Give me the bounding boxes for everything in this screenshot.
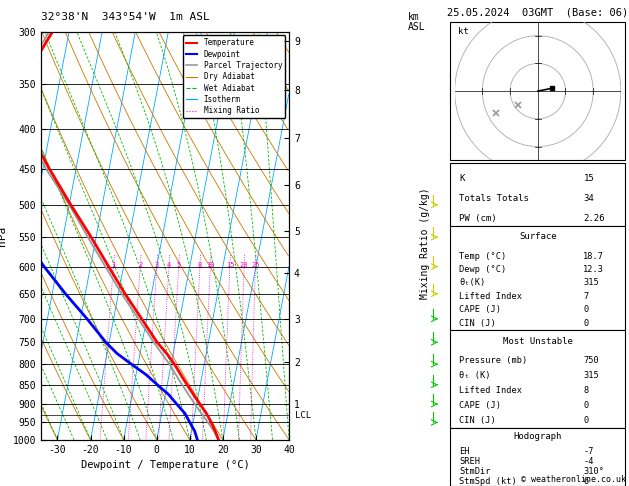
Text: kt: kt	[457, 27, 468, 36]
Text: 8: 8	[584, 386, 589, 395]
Text: 310°: 310°	[584, 467, 604, 476]
Text: 750: 750	[584, 356, 599, 365]
Text: 0: 0	[584, 401, 589, 410]
Text: SREH: SREH	[459, 456, 481, 466]
Text: 10: 10	[206, 262, 214, 268]
Text: PW (cm): PW (cm)	[459, 214, 497, 223]
Text: StmDir: StmDir	[459, 467, 491, 476]
Text: CIN (J): CIN (J)	[459, 416, 496, 425]
Text: Hodograph: Hodograph	[514, 432, 562, 441]
Text: K: K	[459, 174, 465, 183]
Text: Surface: Surface	[519, 232, 557, 241]
Bar	[450, 22, 625, 160]
Text: © weatheronline.co.uk: © weatheronline.co.uk	[521, 474, 626, 484]
Text: -4: -4	[584, 456, 594, 466]
Text: 20: 20	[240, 262, 248, 268]
Text: 25: 25	[252, 262, 260, 268]
Text: 1: 1	[111, 262, 116, 268]
Text: 34: 34	[584, 194, 594, 203]
Text: CIN (J): CIN (J)	[459, 319, 496, 328]
Y-axis label: hPa: hPa	[0, 226, 7, 246]
Text: 15: 15	[584, 174, 594, 183]
Text: 8: 8	[198, 262, 202, 268]
Text: EH: EH	[459, 447, 470, 455]
Text: Dewp (°C): Dewp (°C)	[459, 265, 506, 274]
Text: 25.05.2024  03GMT  (Base: 06): 25.05.2024 03GMT (Base: 06)	[447, 7, 628, 17]
Text: 0: 0	[584, 305, 589, 314]
Text: 2: 2	[138, 262, 143, 268]
Text: 0: 0	[584, 416, 589, 425]
Text: StmSpd (kt): StmSpd (kt)	[459, 477, 517, 486]
Text: km: km	[408, 12, 420, 22]
Bar	[450, 163, 625, 226]
Text: Temp (°C): Temp (°C)	[459, 252, 506, 260]
Text: 2.26: 2.26	[584, 214, 605, 223]
Text: 7: 7	[584, 292, 589, 301]
Text: 6: 6	[584, 477, 589, 486]
Text: Most Unstable: Most Unstable	[503, 337, 573, 346]
Text: 315: 315	[584, 371, 599, 380]
Text: -7: -7	[584, 447, 594, 455]
Text: 18.7: 18.7	[584, 252, 604, 260]
Text: CAPE (J): CAPE (J)	[459, 401, 501, 410]
Bar	[450, 330, 625, 428]
Text: 315: 315	[584, 278, 599, 287]
Text: 32°38'N  343°54'W  1m ASL: 32°38'N 343°54'W 1m ASL	[41, 12, 209, 22]
Text: Mixing Ratio (g/kg): Mixing Ratio (g/kg)	[420, 187, 430, 299]
Text: Lifted Index: Lifted Index	[459, 292, 522, 301]
Text: θₜ (K): θₜ (K)	[459, 371, 491, 380]
Text: 12.3: 12.3	[584, 265, 604, 274]
Text: 15: 15	[226, 262, 234, 268]
Bar	[450, 428, 625, 486]
Text: LCL: LCL	[294, 411, 311, 420]
Text: 0: 0	[584, 319, 589, 328]
Text: 5: 5	[177, 262, 181, 268]
Text: CAPE (J): CAPE (J)	[459, 305, 501, 314]
Text: 3: 3	[155, 262, 159, 268]
X-axis label: Dewpoint / Temperature (°C): Dewpoint / Temperature (°C)	[81, 460, 249, 470]
Text: Pressure (mb): Pressure (mb)	[459, 356, 528, 365]
Text: Lifted Index: Lifted Index	[459, 386, 522, 395]
Text: ASL: ASL	[408, 21, 425, 32]
Legend: Temperature, Dewpoint, Parcel Trajectory, Dry Adiabat, Wet Adiabat, Isotherm, Mi: Temperature, Dewpoint, Parcel Trajectory…	[183, 35, 285, 118]
Bar	[450, 226, 625, 330]
Text: θₜ(K): θₜ(K)	[459, 278, 486, 287]
Text: Totals Totals: Totals Totals	[459, 194, 529, 203]
Text: 4: 4	[167, 262, 171, 268]
